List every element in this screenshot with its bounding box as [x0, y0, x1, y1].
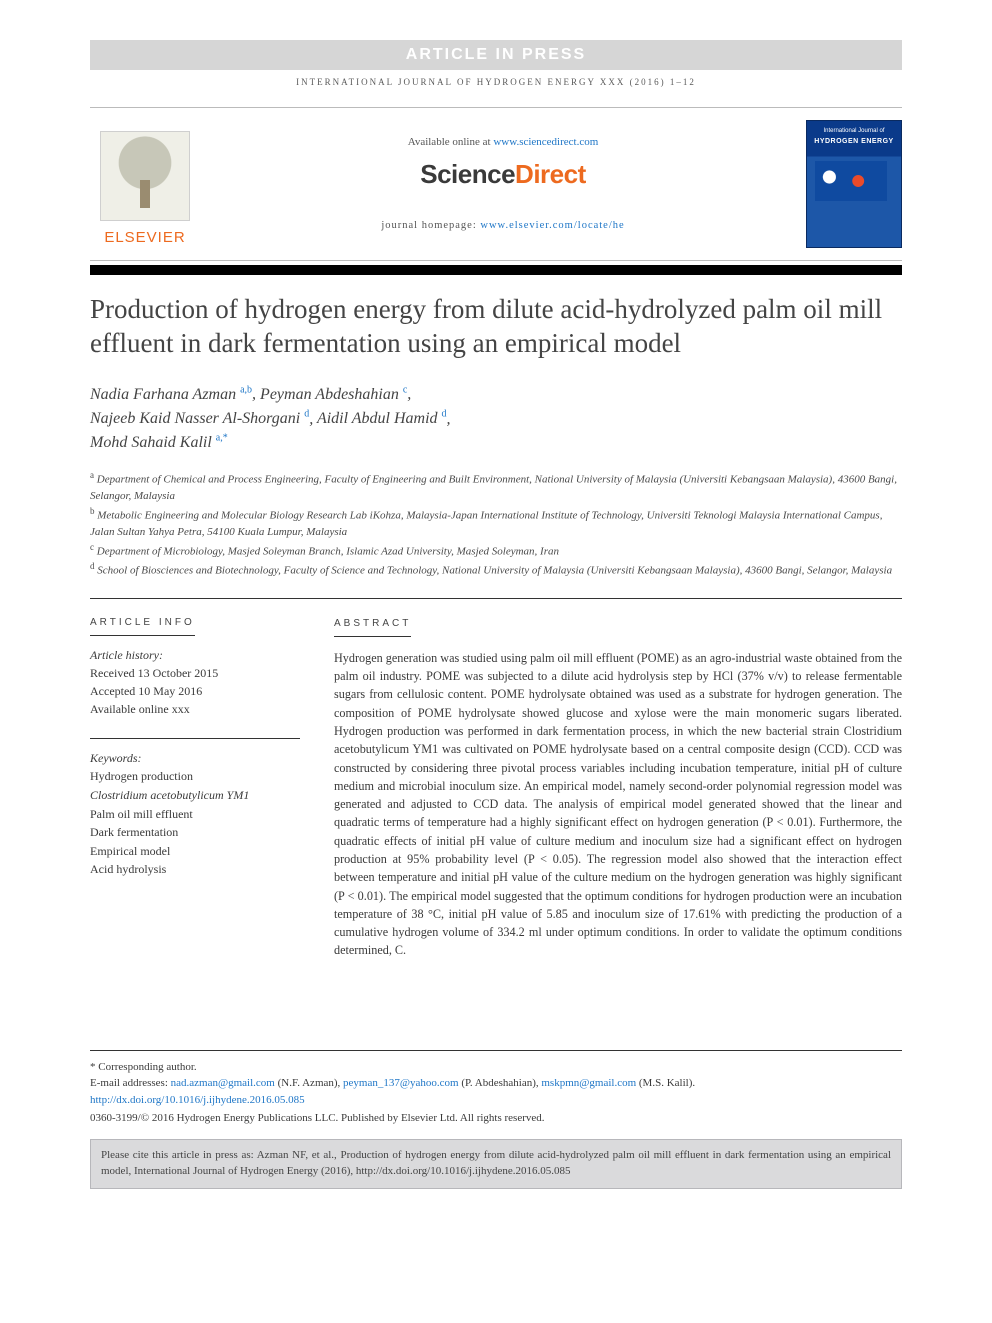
keywords-block: Keywords: Hydrogen production Clostridiu…	[90, 738, 300, 879]
affil-b: b Metabolic Engineering and Molecular Bi…	[90, 505, 902, 541]
journal-cover-thumbnail: International Journal of HYDROGEN ENERGY	[806, 120, 902, 248]
affil-c-text: Department of Microbiology, Masjed Soley…	[97, 545, 559, 557]
affil-a: a Department of Chemical and Process Eng…	[90, 469, 902, 505]
email-2-who: (P. Abdeshahian),	[459, 1077, 542, 1089]
author-4-name: Aidil Abdul Hamid	[317, 410, 438, 427]
author-list: Nadia Farhana Azman a,b, Peyman Abdeshah…	[90, 382, 902, 455]
available-online-prefix: Available online at	[408, 136, 494, 148]
sd-word-direct: Direct	[515, 159, 586, 189]
publisher-logo-block: ELSEVIER	[90, 120, 200, 248]
header-center: Available online at www.sciencedirect.co…	[214, 120, 792, 248]
author-3[interactable]: Najeeb Kaid Nasser Al-Shorgani d	[90, 410, 309, 427]
journal-homepage-line: journal homepage: www.elsevier.com/locat…	[381, 219, 624, 234]
affil-c: c Department of Microbiology, Masjed Sol…	[90, 541, 902, 561]
author-1-aff: a,b	[240, 384, 252, 395]
email-label: E-mail addresses:	[90, 1077, 171, 1089]
doi-link[interactable]: http://dx.doi.org/10.1016/j.ijhydene.201…	[90, 1094, 305, 1106]
history-received: Received 13 October 2015	[90, 664, 300, 682]
available-online-line: Available online at www.sciencedirect.co…	[408, 135, 599, 150]
author-3-aff: d	[304, 409, 309, 420]
author-4-aff: d	[442, 409, 447, 420]
author-5-name: Mohd Sahaid Kalil	[90, 434, 212, 451]
abstract-column: ABSTRACT Hydrogen generation was studied…	[334, 613, 902, 960]
copyright-line: 0360-3199/© 2016 Hydrogen Energy Publica…	[90, 1110, 902, 1127]
keyword-4: Dark fermentation	[90, 823, 300, 842]
affil-d: d School of Biosciences and Biotechnolog…	[90, 560, 902, 580]
abstract-heading: ABSTRACT	[334, 616, 411, 637]
page-container: ARTICLE IN PRESS INTERNATIONAL JOURNAL O…	[0, 0, 992, 1219]
elsevier-tree-icon	[100, 131, 190, 221]
affil-b-text: Metabolic Engineering and Molecular Biol…	[90, 510, 882, 538]
history-accepted: Accepted 10 May 2016	[90, 682, 300, 700]
abstract-text: Hydrogen generation was studied using pa…	[334, 649, 902, 960]
sciencedirect-logo: ScienceDirect	[420, 156, 586, 192]
email-3-link[interactable]: mskpmn@gmail.com	[541, 1077, 636, 1089]
history-online: Available online xxx	[90, 700, 300, 718]
email-3-who: (M.S. Kalil).	[636, 1077, 695, 1089]
history-label: Article history:	[90, 646, 300, 664]
keyword-5: Empirical model	[90, 842, 300, 861]
keyword-3: Palm oil mill effluent	[90, 805, 300, 824]
cover-line1: International Journal of	[813, 127, 895, 135]
citation-box: Please cite this article in press as: Az…	[90, 1139, 902, 1189]
keyword-2: Clostridium acetobutylicum YM1	[90, 786, 300, 805]
title-rule	[90, 265, 902, 275]
author-1[interactable]: Nadia Farhana Azman a,b	[90, 386, 252, 403]
journal-header: ELSEVIER Available online at www.science…	[90, 107, 902, 261]
keywords-label: Keywords:	[90, 749, 300, 768]
keyword-6: Acid hydrolysis	[90, 860, 300, 879]
article-title: Production of hydrogen energy from dilut…	[90, 293, 902, 361]
author-2-aff: c	[403, 384, 407, 395]
info-abstract-row: ARTICLE INFO Article history: Received 1…	[90, 598, 902, 960]
author-5-aff: a,*	[216, 433, 228, 444]
email-2-link[interactable]: peyman_137@yahoo.com	[343, 1077, 459, 1089]
email-1-who: (N.F. Azman),	[275, 1077, 343, 1089]
homepage-prefix: journal homepage:	[381, 220, 480, 231]
article-info-column: ARTICLE INFO Article history: Received 1…	[90, 613, 300, 960]
running-head: INTERNATIONAL JOURNAL OF HYDROGEN ENERGY…	[90, 76, 902, 89]
email-1-link[interactable]: nad.azman@gmail.com	[171, 1077, 275, 1089]
article-info-heading: ARTICLE INFO	[90, 616, 195, 636]
keyword-1: Hydrogen production	[90, 767, 300, 786]
corresponding-author-label: * Corresponding author.	[90, 1059, 902, 1076]
affiliations: a Department of Chemical and Process Eng…	[90, 469, 902, 579]
sciencedirect-link[interactable]: www.sciencedirect.com	[493, 136, 598, 148]
email-line: E-mail addresses: nad.azman@gmail.com (N…	[90, 1075, 902, 1092]
author-2[interactable]: Peyman Abdeshahian c	[260, 386, 407, 403]
keyword-2-text: Clostridium acetobutylicum YM1	[90, 788, 249, 802]
footer-block: * Corresponding author. E-mail addresses…	[90, 1050, 902, 1127]
article-in-press-banner: ARTICLE IN PRESS	[90, 40, 902, 70]
affil-a-text: Department of Chemical and Process Engin…	[90, 474, 897, 502]
affil-d-text: School of Biosciences and Biotechnology,…	[97, 565, 892, 577]
author-1-name: Nadia Farhana Azman	[90, 386, 236, 403]
sd-word-science: Science	[420, 159, 515, 189]
author-2-name: Peyman Abdeshahian	[260, 386, 399, 403]
author-3-name: Najeeb Kaid Nasser Al-Shorgani	[90, 410, 300, 427]
elsevier-wordmark: ELSEVIER	[104, 227, 185, 248]
cover-line2: HYDROGEN ENERGY	[813, 137, 895, 147]
article-history: Article history: Received 13 October 201…	[90, 646, 300, 718]
author-5[interactable]: Mohd Sahaid Kalil a,*	[90, 434, 228, 451]
journal-homepage-link[interactable]: www.elsevier.com/locate/he	[480, 220, 624, 231]
author-4[interactable]: Aidil Abdul Hamid d	[317, 410, 447, 427]
